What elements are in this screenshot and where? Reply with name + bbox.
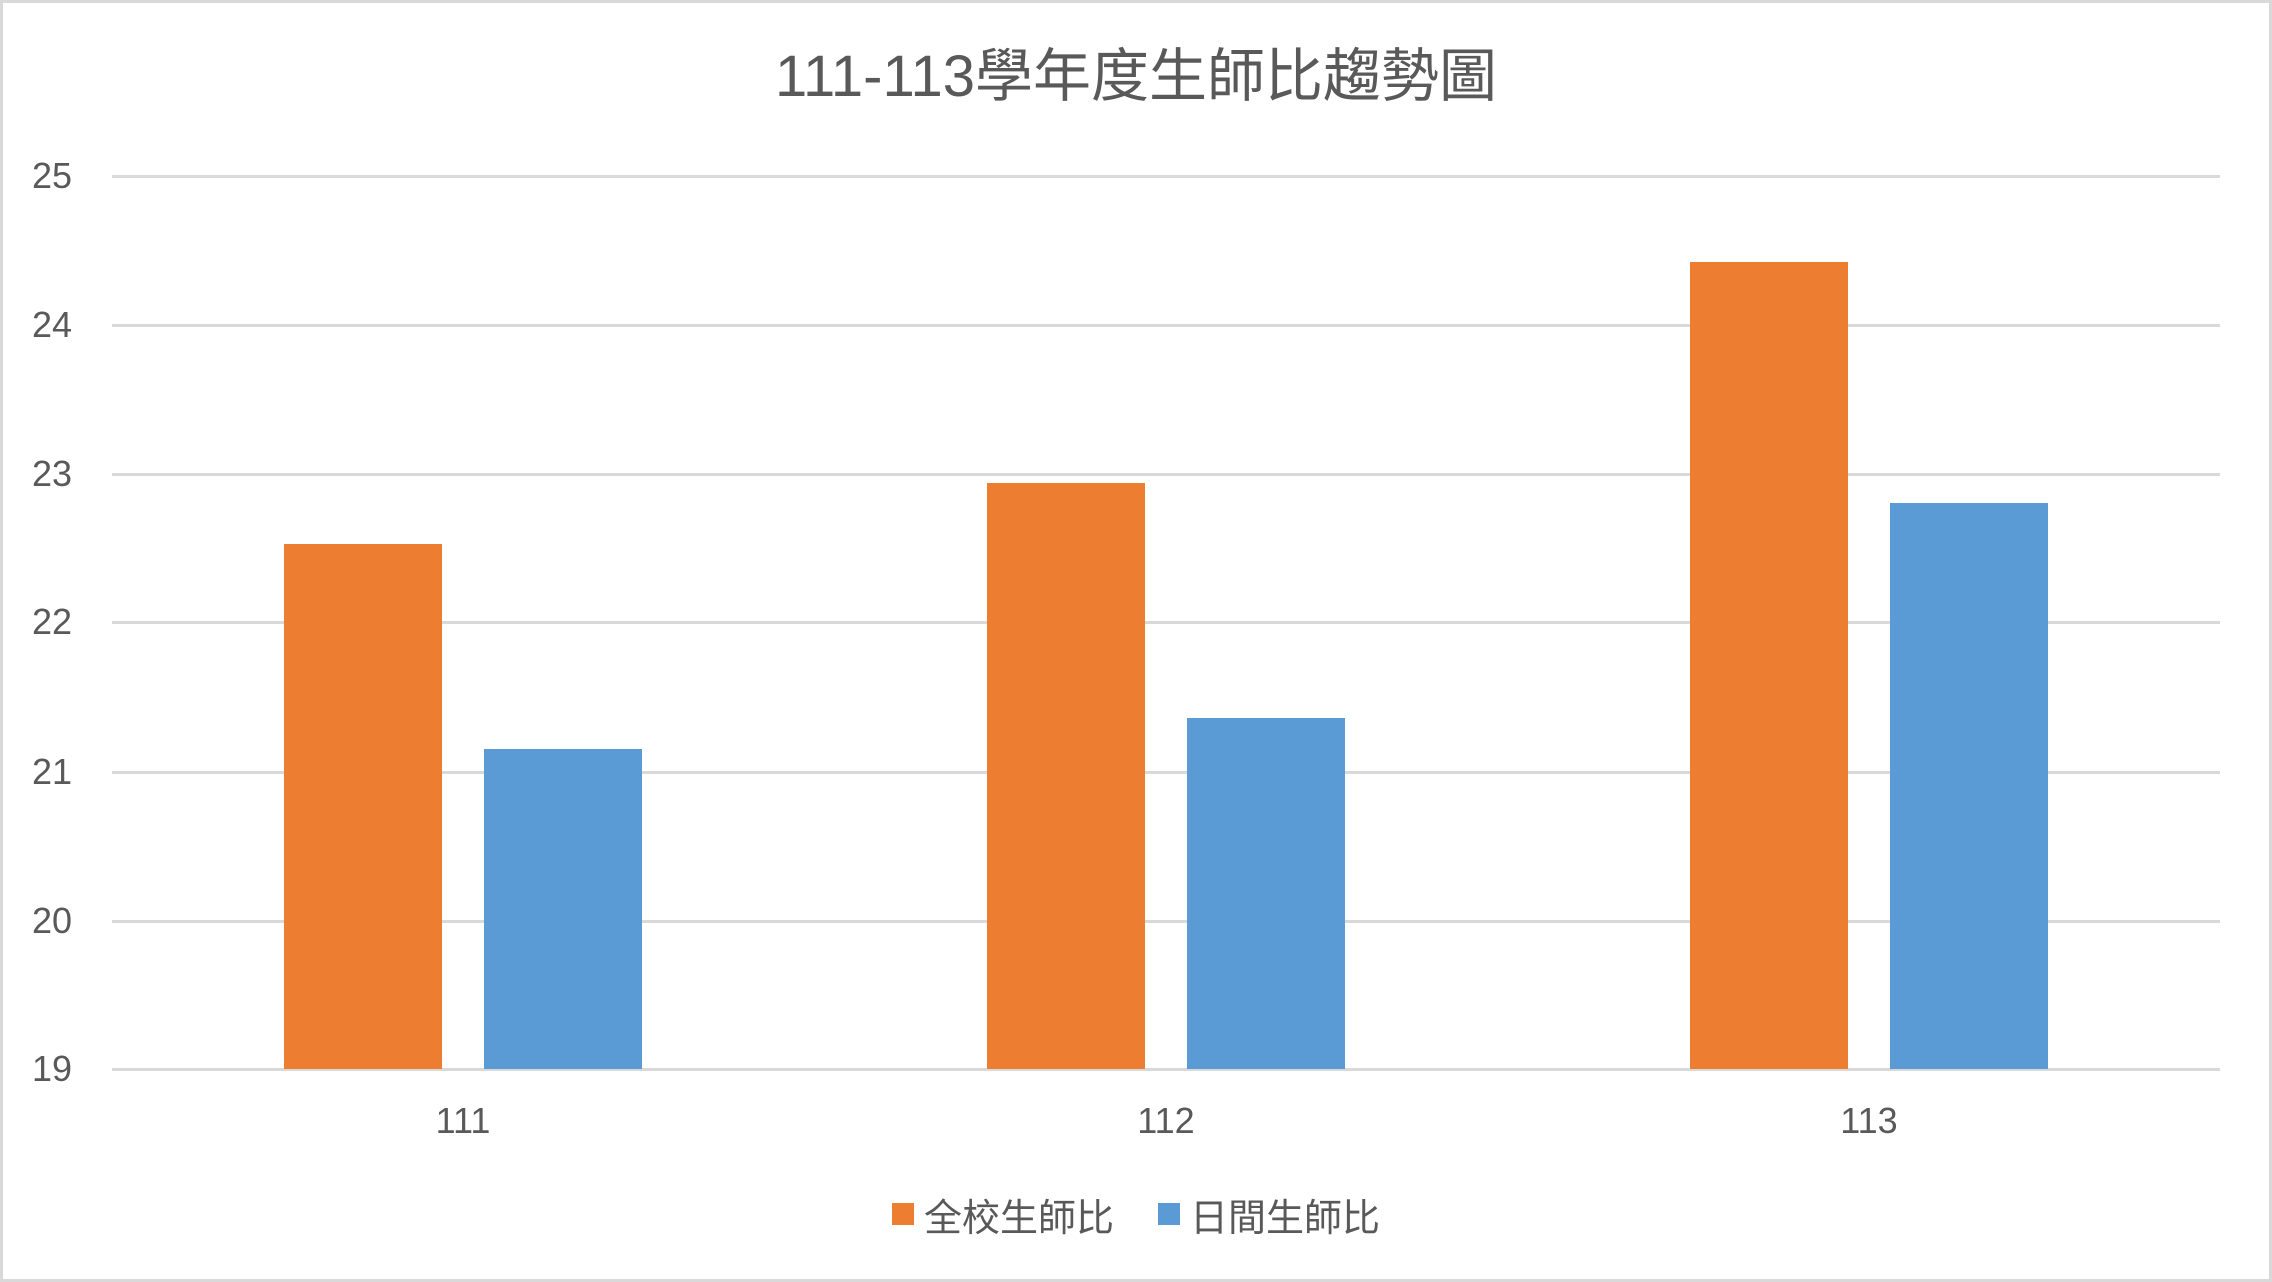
- y-tick-label: 23: [31, 453, 72, 494]
- y-tick-label: 19: [31, 1048, 72, 1089]
- legend-swatch-orange-icon: [891, 1203, 914, 1225]
- bar-series-0-cat-2: [1689, 262, 1848, 1069]
- bar-series-1-cat-1: [1187, 717, 1345, 1069]
- gridline: [112, 621, 2220, 624]
- y-tick-label: 21: [31, 751, 72, 792]
- y-tick-label: 25: [31, 155, 72, 196]
- x-tick-label: 113: [1840, 1100, 1898, 1141]
- legend-label: 全校生師比: [923, 1197, 1114, 1240]
- chart-title: 111-113學年度生師比趨勢圖: [775, 44, 1497, 109]
- x-tick-label: 112: [1137, 1100, 1195, 1141]
- gridline: [112, 473, 2220, 476]
- legend-swatch-blue-icon: [1158, 1203, 1180, 1225]
- gridline: [112, 771, 2220, 774]
- bar-series-1-cat-2: [1889, 503, 2048, 1069]
- x-axis-line: [112, 1068, 2220, 1071]
- legend: 全校生師比 日間生師比: [0, 1190, 2272, 1240]
- y-tick-label: 20: [31, 900, 72, 941]
- bar-series-1-cat-0: [484, 749, 643, 1069]
- legend-item-all-school[interactable]: 全校生師比: [891, 1187, 1114, 1242]
- bar-series-0-cat-1: [987, 482, 1145, 1069]
- gridline: [112, 324, 2220, 327]
- gridline: [112, 175, 2220, 178]
- y-tick-label: 22: [31, 601, 72, 642]
- legend-item-daytime[interactable]: 日間生師比: [1158, 1187, 1380, 1242]
- x-tick-label: 111: [435, 1100, 491, 1141]
- gridline: [112, 920, 2220, 923]
- bar-series-0-cat-0: [284, 543, 443, 1069]
- legend-label: 日間生師比: [1190, 1197, 1381, 1240]
- y-tick-label: 24: [31, 304, 72, 345]
